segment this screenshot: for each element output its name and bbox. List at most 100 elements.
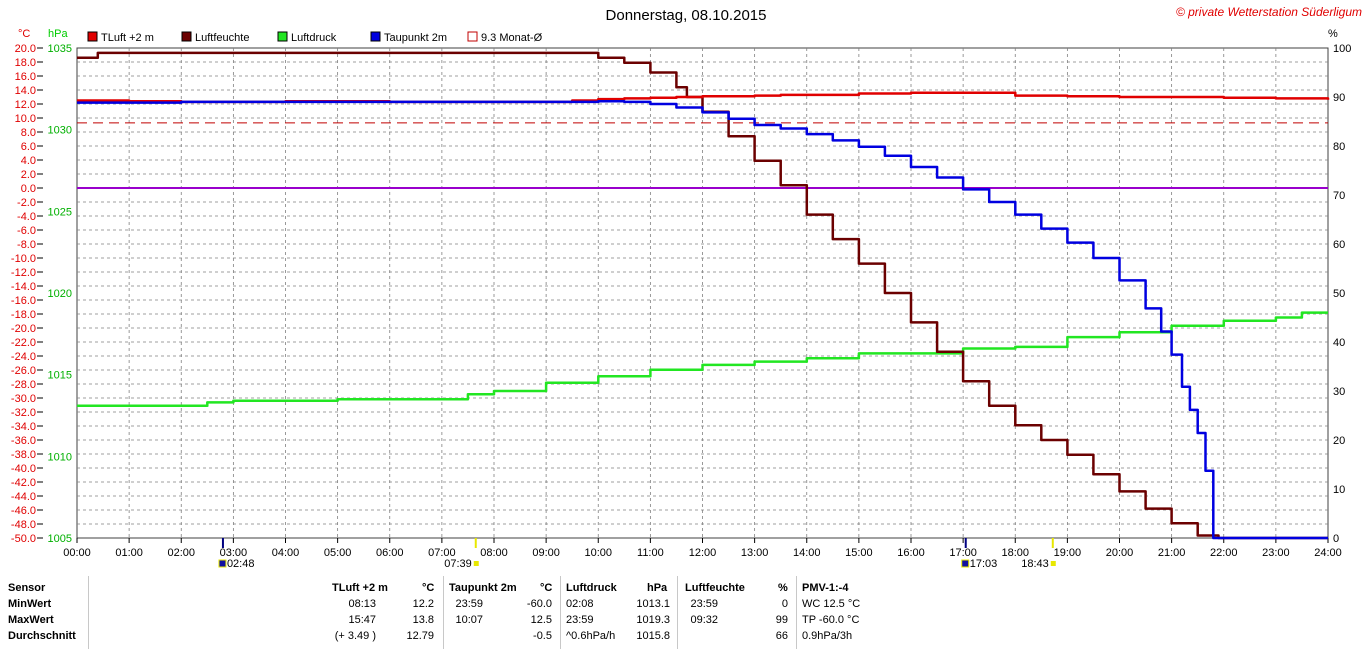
stats-cell-h-time: 09:32 bbox=[690, 614, 718, 626]
pressure-tick-label: 1035 bbox=[48, 43, 72, 55]
temp-tick-label: -14.0 bbox=[11, 281, 36, 293]
event-marker-label: 17:03 bbox=[970, 558, 998, 570]
temp-tick-label: -24.0 bbox=[11, 351, 36, 363]
temp-tick-label: -18.0 bbox=[11, 309, 36, 321]
stats-cell-d-val: -0.5 bbox=[533, 630, 552, 642]
temp-tick-label: -26.0 bbox=[11, 365, 36, 377]
temp-tick-label: -2.0 bbox=[17, 197, 36, 209]
temp-tick-label: -32.0 bbox=[11, 407, 36, 419]
stats-cell-t-time: 08:13 bbox=[348, 598, 376, 610]
temp-tick-label: -8.0 bbox=[17, 239, 36, 251]
event-marker-icon bbox=[218, 559, 227, 568]
x-tick-label: 23:00 bbox=[1262, 547, 1290, 559]
stats-header-press-unit: hPa bbox=[647, 582, 668, 594]
temp-tick-label: -44.0 bbox=[11, 491, 36, 503]
temp-tick-label: -34.0 bbox=[11, 421, 36, 433]
humidity-tick-label: 0 bbox=[1333, 533, 1339, 545]
weather-chart: Donnerstag, 08.10.2015 © private Wetters… bbox=[11, 5, 1362, 570]
stats-cell-h-time: 23:59 bbox=[690, 598, 718, 610]
chart-series bbox=[77, 51, 1330, 540]
humidity-tick-label: 40 bbox=[1333, 337, 1345, 349]
temp-tick-label: -12.0 bbox=[11, 267, 36, 279]
pressure-tick-label: 1015 bbox=[48, 370, 72, 382]
temp-tick-label: -48.0 bbox=[11, 519, 36, 531]
x-axis-ticks: 00:00 01:00 02:00 03:00 04:00 05:00 06:00 07:00… bbox=[63, 538, 1342, 559]
stats-cell-t-time: (+ 3.49 ) bbox=[334, 630, 376, 642]
chart-grid bbox=[76, 47, 1329, 539]
humidity-tick-label: 80 bbox=[1333, 141, 1345, 153]
pressure-tick-label: 1005 bbox=[48, 533, 72, 545]
legend-label-humidity: Luftfeuchte bbox=[195, 32, 249, 44]
temp-tick-label: 16.0 bbox=[15, 71, 36, 83]
x-tick-label: 24:00 bbox=[1314, 547, 1342, 559]
x-tick-label: 03:00 bbox=[220, 547, 248, 559]
pressure-tick-label: 1025 bbox=[48, 206, 72, 218]
event-marker-label: 07:39 bbox=[444, 558, 472, 570]
stats-header-temp: TLuft +2 m bbox=[332, 582, 388, 594]
event-marker-icon bbox=[473, 561, 479, 566]
event-marker-icon bbox=[1050, 561, 1056, 566]
stats-header-hum-unit: % bbox=[778, 582, 788, 594]
stats-cell-d-val: -60.0 bbox=[526, 598, 552, 610]
stats-cell-t-val: 12.2 bbox=[412, 598, 434, 610]
temp-tick-label: -22.0 bbox=[11, 337, 36, 349]
stats-cell-pmv: TP -60.0 °C bbox=[802, 614, 860, 626]
humidity-tick-label: 100 bbox=[1333, 43, 1351, 55]
stats-cell-pmv: WC 12.5 °C bbox=[802, 598, 861, 610]
x-tick-label: 20:00 bbox=[1106, 547, 1134, 559]
right-axis-unit: % bbox=[1328, 28, 1338, 40]
x-tick-label: 11:00 bbox=[637, 547, 664, 559]
humidity-tick-label: 20 bbox=[1333, 435, 1345, 447]
stats-header-dew-unit: °C bbox=[540, 582, 553, 594]
humidity-tick-label: 50 bbox=[1333, 288, 1345, 300]
stats-header-row: Sensor TLuft +2 m °C Taupunkt 2m °C Luft… bbox=[0, 582, 1366, 598]
statistics-table: Sensor TLuft +2 m °C Taupunkt 2m °C Luft… bbox=[0, 576, 1366, 649]
x-tick-label: 01:00 bbox=[115, 547, 143, 559]
stats-cell-p-time: 02:08 bbox=[566, 598, 594, 610]
legend-swatch-pressure bbox=[277, 31, 288, 42]
temp-tick-label: -42.0 bbox=[11, 477, 36, 489]
pressure-axis-unit: hPa bbox=[48, 28, 68, 40]
x-tick-label: 00:00 bbox=[63, 547, 91, 559]
pressure-tick-label: 1020 bbox=[48, 288, 72, 300]
temp-tick-label: -10.0 bbox=[11, 253, 36, 265]
temp-tick-label: 18.0 bbox=[15, 57, 36, 69]
stats-row: Durchschnitt (+ 3.49 ) 12.79 -0.5 ^0.6hPa/h 1… bbox=[0, 630, 1366, 646]
temp-tick-label: -4.0 bbox=[17, 211, 36, 223]
event-marker-label: 18:43 bbox=[1021, 558, 1049, 570]
temp-tick-label: 8.0 bbox=[21, 127, 36, 139]
stats-cell-h-val: 0 bbox=[781, 598, 788, 610]
x-tick-label: 19:00 bbox=[1054, 547, 1082, 559]
temp-tick-label: 4.0 bbox=[21, 155, 36, 167]
x-tick-label: 14:00 bbox=[793, 547, 821, 559]
copyright-label: © private Wetterstation Süderligum bbox=[1176, 5, 1362, 19]
pressure-tick-label: 1030 bbox=[48, 125, 72, 137]
temp-tick-label: 2.0 bbox=[21, 169, 36, 181]
stats-cell-p-val: 1019.3 bbox=[636, 614, 670, 626]
temp-tick-label: 12.0 bbox=[15, 99, 36, 111]
stats-divider bbox=[560, 576, 561, 649]
temp-tick-label: -46.0 bbox=[11, 505, 36, 517]
x-tick-label: 15:00 bbox=[845, 547, 873, 559]
temp-tick-label: -38.0 bbox=[11, 449, 36, 461]
stats-cell-label: MaxWert bbox=[8, 614, 54, 626]
legend-swatch-dewpoint bbox=[370, 31, 381, 42]
stats-cell-label: Durchschnitt bbox=[8, 630, 76, 642]
chart-legend: TLuft +2 m Luftfeuchte Luftdruck Taupunkt 2… bbox=[87, 31, 543, 44]
stats-header-press: Luftdruck bbox=[566, 582, 617, 594]
event-marker-label: 02:48 bbox=[227, 558, 255, 570]
stats-cell-p-val: 1013.1 bbox=[636, 598, 670, 610]
stats-cell-d-time: 10:07 bbox=[455, 614, 483, 626]
series-line-humidity bbox=[77, 51, 1328, 540]
temp-tick-label: -28.0 bbox=[11, 379, 36, 391]
series-line-pressure bbox=[77, 311, 1328, 407]
x-tick-label: 06:00 bbox=[376, 547, 404, 559]
stats-cell-t-time: 15:47 bbox=[348, 614, 376, 626]
legend-swatch-temp bbox=[87, 31, 98, 42]
stats-divider bbox=[677, 576, 678, 649]
legend-label-pressure: Luftdruck bbox=[291, 32, 337, 44]
stats-cell-label: MinWert bbox=[8, 598, 52, 610]
humidity-tick-label: 90 bbox=[1333, 92, 1345, 104]
x-tick-label: 07:00 bbox=[428, 547, 456, 559]
temp-tick-label: 6.0 bbox=[21, 141, 36, 153]
